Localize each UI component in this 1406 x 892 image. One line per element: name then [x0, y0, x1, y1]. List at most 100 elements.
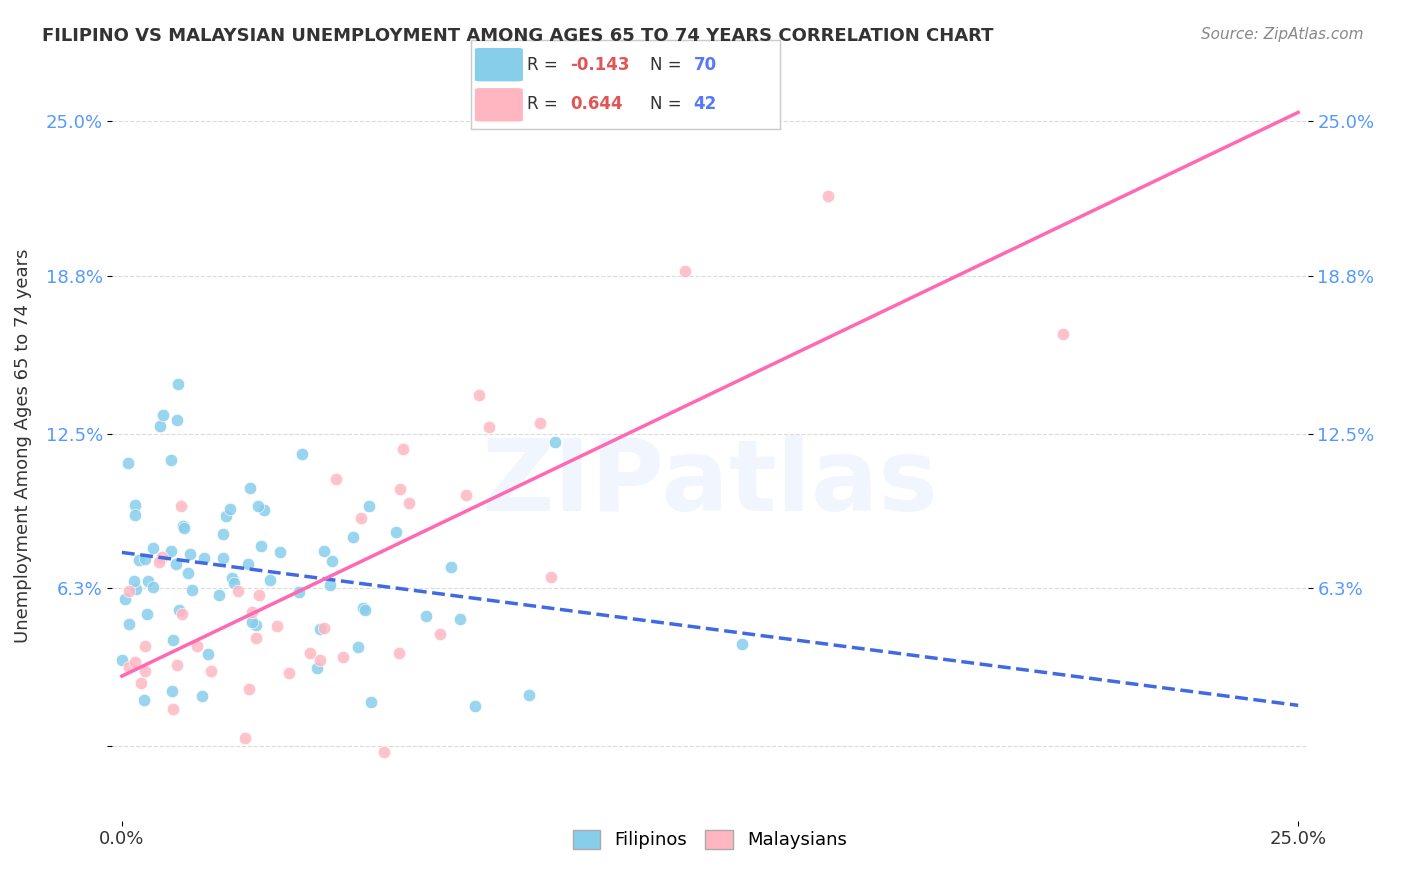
- Point: [172, 519, 194, 533]
- Point: [167, 603, 190, 617]
- Point: [208, 588, 231, 602]
- Point: [373, 746, 395, 760]
- Point: [347, 640, 370, 655]
- Point: [162, 684, 184, 698]
- Point: [478, 420, 501, 434]
- Point: [388, 646, 411, 660]
- Point: [197, 647, 219, 661]
- Point: [817, 189, 839, 203]
- Point: [240, 615, 263, 629]
- Point: [124, 655, 146, 669]
- Point: [277, 665, 299, 680]
- Point: [215, 508, 238, 523]
- Point: [226, 584, 249, 599]
- Point: [118, 583, 141, 598]
- Point: [245, 631, 267, 645]
- Point: [388, 482, 411, 496]
- Point: [166, 412, 188, 426]
- Text: 42: 42: [693, 95, 717, 113]
- Point: [385, 524, 408, 539]
- Point: [134, 664, 156, 678]
- Text: N =: N =: [651, 56, 682, 74]
- Point: [519, 688, 541, 702]
- Point: [173, 521, 195, 535]
- Point: [266, 618, 288, 632]
- Point: [269, 545, 291, 559]
- Point: [152, 408, 174, 422]
- Point: [352, 600, 374, 615]
- Point: [1052, 326, 1074, 341]
- Point: [177, 566, 200, 581]
- Point: [309, 653, 332, 667]
- Point: [468, 388, 491, 402]
- Point: [128, 552, 150, 566]
- Point: [449, 612, 471, 626]
- Point: [162, 632, 184, 647]
- Point: [118, 660, 141, 674]
- Point: [353, 603, 375, 617]
- Point: [222, 575, 245, 590]
- Point: [239, 482, 262, 496]
- Point: [191, 689, 214, 703]
- Point: [181, 583, 204, 598]
- Point: [193, 551, 215, 566]
- Point: [136, 574, 159, 589]
- Point: [325, 472, 347, 486]
- Point: [429, 627, 451, 641]
- Point: [134, 639, 156, 653]
- Legend: Filipinos, Malaysians: Filipinos, Malaysians: [567, 822, 853, 856]
- Point: [357, 499, 380, 513]
- FancyBboxPatch shape: [474, 87, 523, 122]
- Point: [142, 541, 165, 555]
- Point: [124, 498, 146, 512]
- Point: [136, 607, 159, 621]
- Point: [544, 434, 567, 449]
- Point: [259, 573, 281, 587]
- Point: [392, 442, 415, 456]
- Point: [212, 527, 235, 541]
- Point: [249, 588, 271, 602]
- Text: R =: R =: [527, 56, 557, 74]
- Point: [398, 496, 420, 510]
- Point: [312, 544, 335, 558]
- Text: 0.644: 0.644: [569, 95, 623, 113]
- Point: [118, 617, 141, 632]
- Point: [319, 578, 342, 592]
- Point: [253, 503, 276, 517]
- Point: [415, 609, 437, 624]
- Point: [238, 681, 260, 696]
- Point: [291, 447, 314, 461]
- Point: [111, 653, 134, 667]
- Point: [170, 607, 193, 621]
- Point: [160, 544, 183, 558]
- Point: [332, 650, 354, 665]
- Point: [148, 556, 170, 570]
- Text: FILIPINO VS MALAYSIAN UNEMPLOYMENT AMONG AGES 65 TO 74 YEARS CORRELATION CHART: FILIPINO VS MALAYSIAN UNEMPLOYMENT AMONG…: [42, 27, 994, 45]
- Point: [179, 547, 201, 561]
- Point: [342, 530, 364, 544]
- Point: [456, 488, 478, 502]
- Point: [440, 560, 463, 574]
- Point: [212, 550, 235, 565]
- Point: [360, 695, 382, 709]
- Point: [233, 731, 256, 746]
- Point: [731, 637, 754, 651]
- Text: Source: ZipAtlas.com: Source: ZipAtlas.com: [1201, 27, 1364, 42]
- Point: [309, 622, 332, 636]
- Point: [142, 580, 165, 594]
- Point: [117, 456, 139, 470]
- Point: [200, 664, 222, 678]
- Point: [148, 419, 170, 434]
- Point: [349, 511, 371, 525]
- Point: [167, 376, 190, 391]
- Point: [166, 657, 188, 672]
- Point: [321, 554, 343, 568]
- Point: [132, 693, 155, 707]
- Point: [673, 264, 696, 278]
- Point: [236, 557, 259, 571]
- Point: [124, 508, 146, 523]
- FancyBboxPatch shape: [474, 47, 523, 82]
- Point: [152, 550, 174, 565]
- Point: [305, 661, 328, 675]
- Point: [240, 605, 263, 619]
